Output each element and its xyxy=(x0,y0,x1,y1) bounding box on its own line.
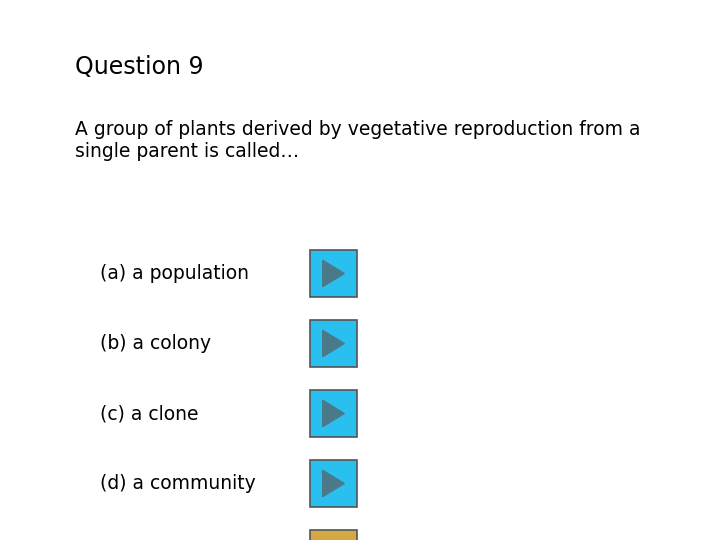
Bar xyxy=(310,530,357,540)
Bar xyxy=(310,250,357,297)
Polygon shape xyxy=(323,400,344,427)
Bar xyxy=(310,390,357,437)
Text: (b) a colony: (b) a colony xyxy=(100,334,211,353)
Bar xyxy=(310,460,357,507)
Polygon shape xyxy=(323,330,344,356)
Polygon shape xyxy=(323,260,344,287)
Text: (a) a population: (a) a population xyxy=(100,264,249,283)
Bar xyxy=(310,320,357,367)
Text: Question 9: Question 9 xyxy=(75,55,204,79)
Text: (c) a clone: (c) a clone xyxy=(100,404,199,423)
Polygon shape xyxy=(323,470,344,497)
Text: A group of plants derived by vegetative reproduction from a
single parent is cal: A group of plants derived by vegetative … xyxy=(75,120,641,161)
Text: (d) a community: (d) a community xyxy=(100,474,256,493)
